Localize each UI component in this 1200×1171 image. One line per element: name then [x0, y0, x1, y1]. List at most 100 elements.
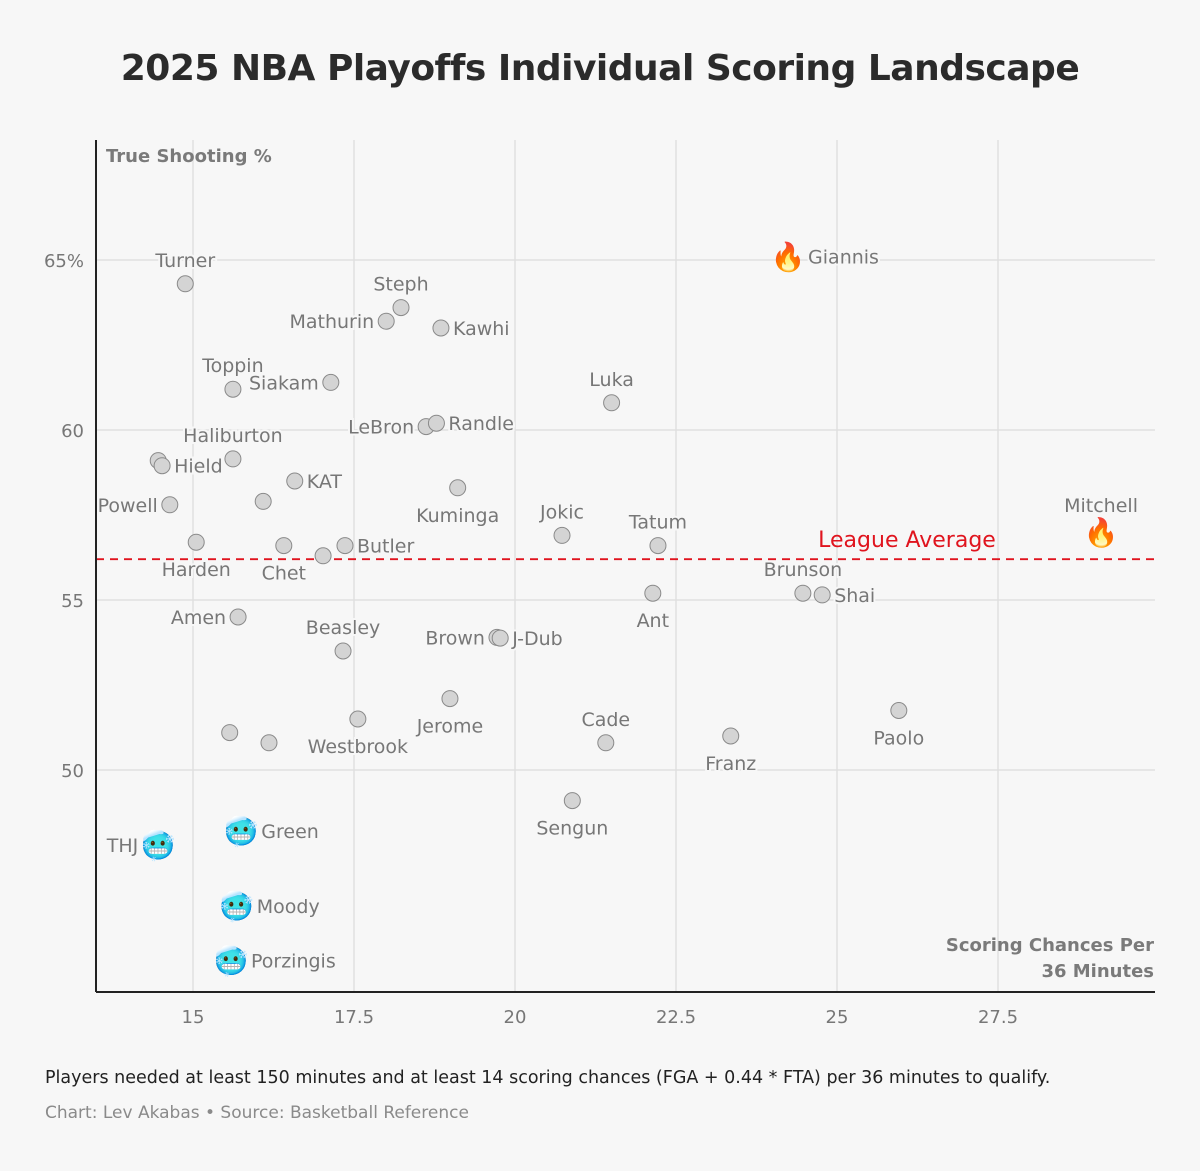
data-point [644, 584, 662, 602]
data-point [275, 537, 293, 555]
point-label: Cade [581, 709, 630, 731]
data-point [349, 710, 367, 728]
point-label: Powell [98, 495, 158, 517]
data-point [563, 792, 581, 810]
scatter-chart: League Average 15 17.5 20 22.5 25 27.5 50 55 60 6… [44, 140, 1155, 1028]
point-label: J-Dub [511, 628, 563, 650]
cold-face-icon: 🥶 [219, 889, 254, 923]
data-point [187, 533, 205, 551]
x-tick-label: 17.5 [334, 1007, 374, 1028]
point-label: Porzingis [251, 950, 336, 972]
y-tick-label: 60 [61, 421, 84, 442]
data-point [176, 275, 194, 293]
axes: 15 17.5 20 22.5 25 27.5 50 55 60 65% [44, 140, 1155, 1028]
point-label: Sengun [536, 818, 608, 840]
point-label: Butler [357, 536, 414, 558]
point-label: Siakam [249, 372, 319, 394]
point-label: Turner [154, 250, 215, 272]
data-point [224, 450, 242, 468]
data-point [314, 547, 332, 565]
data-point [722, 727, 740, 745]
league-average-line: League Average [96, 528, 1155, 561]
point-label: Steph [373, 274, 428, 296]
point-label: Paolo [873, 728, 924, 750]
y-axis-title: True Shooting % [106, 146, 272, 167]
point-label: Toppin [201, 355, 263, 377]
data-point [441, 690, 459, 708]
data-point [334, 642, 352, 660]
point-label: Hield [174, 456, 223, 478]
chart-title: 2025 NBA Playoffs Individual Scoring Lan… [120, 48, 1080, 89]
data-points: 🔥 🔥 🥶 🥶 🥶 🥶 [141, 241, 1119, 978]
point-label: Green [261, 821, 319, 843]
point-label: Mathurin [289, 311, 374, 333]
point-label: Beasley [306, 617, 380, 639]
point-label: Shai [834, 585, 875, 607]
data-point [224, 380, 242, 398]
cold-face-icon: 🥶 [224, 814, 259, 848]
point-label: Kawhi [453, 318, 510, 340]
point-label: Tatum [628, 512, 687, 534]
data-point [286, 472, 304, 490]
y-tick-label: 55 [61, 591, 84, 612]
data-point [229, 608, 247, 626]
x-tick-label: 15 [182, 1007, 205, 1028]
y-tick-label: 50 [61, 761, 84, 782]
point-label: Luka [589, 369, 634, 391]
fire-icon: 🔥 [771, 241, 806, 274]
data-point [597, 734, 615, 752]
point-label: Amen [171, 607, 226, 629]
point-label: Jokic [539, 501, 584, 523]
point-label: Chet [262, 563, 306, 585]
data-point [254, 492, 272, 510]
point-label: Brunson [764, 559, 843, 581]
gridlines [96, 140, 1155, 992]
data-point [649, 537, 667, 555]
y-tick-label: 65% [44, 251, 84, 272]
data-point [794, 584, 812, 602]
point-label: Ant [637, 610, 670, 632]
data-point [221, 724, 239, 742]
cold-face-icon: 🥶 [141, 828, 176, 862]
league-average-label: League Average [818, 528, 996, 553]
data-point [153, 457, 171, 475]
point-label: Harden [162, 559, 231, 581]
qualification-note: Players needed at least 150 minutes and … [45, 1068, 1051, 1088]
data-point [449, 479, 467, 497]
x-tick-label: 25 [826, 1007, 849, 1028]
point-label: Giannis [808, 247, 879, 269]
data-point [427, 414, 445, 432]
data-point [260, 734, 278, 752]
point-label: Mitchell [1064, 495, 1138, 517]
x-axis-title-line2: 36 Minutes [1041, 961, 1154, 982]
x-tick-label: 27.5 [978, 1007, 1018, 1028]
data-point [161, 496, 179, 514]
point-label: Brown [425, 627, 485, 649]
point-label: KAT [307, 471, 343, 493]
fire-icon: 🔥 [1084, 516, 1119, 549]
data-point [813, 586, 831, 604]
point-label: Moody [257, 896, 320, 918]
x-tick-label: 22.5 [656, 1007, 696, 1028]
point-label: Randle [448, 413, 514, 435]
data-point [432, 319, 450, 337]
point-label: LeBron [348, 417, 414, 439]
point-label: Franz [705, 753, 756, 775]
point-label: THJ [106, 835, 139, 857]
data-point [336, 537, 354, 555]
data-point [322, 373, 340, 391]
x-tick-label: 20 [504, 1007, 527, 1028]
chart-credit: Chart: Lev Akabas • Source: Basketball R… [45, 1103, 469, 1123]
point-label: Haliburton [183, 425, 283, 447]
point-label: Jerome [416, 716, 484, 738]
data-point [890, 702, 908, 719]
x-axis-title-line1: Scoring Chances Per [946, 935, 1154, 956]
data-point [553, 526, 571, 544]
data-point [377, 312, 395, 330]
data-point [392, 299, 410, 317]
cold-face-icon: 🥶 [214, 943, 249, 977]
data-point [491, 629, 509, 647]
point-label: Kuminga [416, 505, 499, 527]
data-point [603, 394, 621, 412]
